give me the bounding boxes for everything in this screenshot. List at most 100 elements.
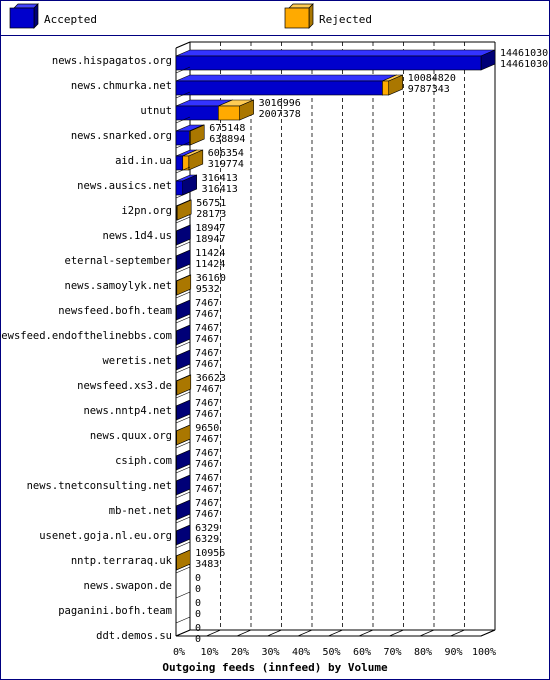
accepted-bar <box>175 499 191 521</box>
offered-value-label: 36160 <box>196 273 226 284</box>
accepted-value-label: 6329 <box>195 534 219 545</box>
accepted-bar <box>175 399 191 421</box>
wall-separator <box>175 366 191 374</box>
wall-separator <box>175 566 191 574</box>
rejected-bar <box>175 549 191 571</box>
x-tick-label: 0% <box>173 647 185 658</box>
wall-separator <box>175 191 191 199</box>
accepted-bar <box>175 474 191 496</box>
offered-value-label: 7467 <box>195 448 219 459</box>
rejected-bar <box>176 199 192 221</box>
accepted-bar <box>175 324 191 346</box>
offered-value-label: 6329 <box>195 523 219 534</box>
plot-area: 0% 10% 20% 30% 40% 50% 60% 70% 80% 90% 100% news.hi… <box>0 41 548 658</box>
accepted-value-label: 18947 <box>195 234 225 245</box>
accepted-bar <box>175 249 191 271</box>
accepted-value-label: 9787343 <box>408 84 450 95</box>
x-tick-label: 100% <box>472 647 496 658</box>
legend-accepted-label: Accepted <box>44 13 97 26</box>
offered-value-label: 0 <box>195 623 201 634</box>
rejected-bar <box>175 374 192 396</box>
legend-rejected-swatch <box>284 3 314 29</box>
category-label: news.1d4.us <box>102 230 172 242</box>
wall-separator <box>175 616 191 624</box>
category-label: news.tnetconsulting.net <box>27 480 172 492</box>
offered-value-label: 7467 <box>195 348 219 359</box>
category-label: usenet.goja.nl.eu.org <box>39 530 172 542</box>
category-label: news.nntp4.net <box>83 405 172 417</box>
legend-accepted-swatch <box>9 3 39 29</box>
accepted-value-label: 7467 <box>195 359 219 370</box>
category-label: news.quux.org <box>90 430 172 442</box>
x-tick-label: 90% <box>444 647 462 658</box>
accepted-bar <box>175 349 191 371</box>
offered-value-label: 14461030 <box>500 48 548 59</box>
offered-value-label: 7467 <box>195 473 219 484</box>
category-label: paganini.bofh.team <box>58 605 172 617</box>
offered-value-label: 7467 <box>195 498 219 509</box>
accepted-value-label: 9532 <box>196 284 220 295</box>
offered-value-label: 675148 <box>209 123 245 134</box>
accepted-value-label: 7467 <box>195 309 219 320</box>
offered-value-label: 316413 <box>202 173 238 184</box>
accepted-value-label: 0 <box>195 634 201 645</box>
floor-tick <box>206 629 221 637</box>
wall-separator <box>175 541 191 549</box>
offered-value-label: 10084820 <box>408 73 456 84</box>
category-label: news.snarked.org <box>71 130 172 142</box>
offered-value-label: 3016996 <box>259 98 301 109</box>
accepted-value-label: 11424 <box>195 259 225 270</box>
rejected-bar <box>175 274 192 296</box>
legend: Accepted Rejected <box>9 3 372 29</box>
x-tick-label: 80% <box>414 647 432 658</box>
wall-separator <box>175 516 191 524</box>
offered-value-label: 9650 <box>195 423 219 434</box>
accepted-value-label: 7467 <box>195 509 219 520</box>
category-label: aid.in.ua <box>115 155 172 167</box>
floor-tick <box>267 629 282 637</box>
wall-separator <box>175 116 191 124</box>
accepted-bar <box>175 224 191 246</box>
offered-value-label: 0 <box>195 598 201 609</box>
wall-separator <box>175 341 191 349</box>
rejected-bar <box>189 124 205 146</box>
floor-tick <box>480 629 496 637</box>
category-label: csiph.com <box>115 455 172 467</box>
offered-value-label: 606354 <box>208 148 244 159</box>
wall-separator <box>175 591 191 599</box>
rejected-bar <box>182 149 204 171</box>
category-label: newsfeed.bofh.team <box>58 305 172 317</box>
offered-value-label: 36623 <box>196 373 226 384</box>
category-label: eternal-september <box>65 255 172 267</box>
offered-value-label: 56751 <box>196 198 226 209</box>
accepted-value-label: 7467 <box>195 334 219 345</box>
offered-value-label: 11424 <box>195 248 225 259</box>
category-label: weretis.net <box>102 355 172 367</box>
category-label: newsfeed.endofthelinebbs.com <box>0 330 172 342</box>
rejected-bar <box>382 74 404 96</box>
x-tick-label: 50% <box>322 647 340 658</box>
category-label: news.chmurka.net <box>71 80 172 92</box>
wall-separator <box>175 141 191 149</box>
floor-tick <box>389 629 404 637</box>
floor-tick <box>297 629 313 637</box>
category-label: ddt.demos.su <box>96 630 172 642</box>
accepted-value-label: 7467 <box>195 459 219 470</box>
wall-separator <box>175 441 191 449</box>
category-label: news.hispagatos.org <box>52 55 172 67</box>
wall-separator <box>175 66 191 74</box>
accepted-value-label: 3483 <box>195 559 219 570</box>
x-axis-title: Outgoing feeds (innfeed) by Volume <box>162 661 388 674</box>
wall-separator <box>175 416 191 424</box>
x-tick-label: 10% <box>200 647 218 658</box>
wall-separator <box>175 316 191 324</box>
x-tick-label: 40% <box>292 647 310 658</box>
accepted-value-label: 0 <box>195 609 201 620</box>
offered-value-label: 18947 <box>195 223 225 234</box>
accepted-value-label: 7467 <box>196 384 220 395</box>
offered-value-label: 7467 <box>195 323 219 334</box>
accepted-value-label: 7467 <box>195 409 219 420</box>
accepted-bar <box>175 299 191 321</box>
